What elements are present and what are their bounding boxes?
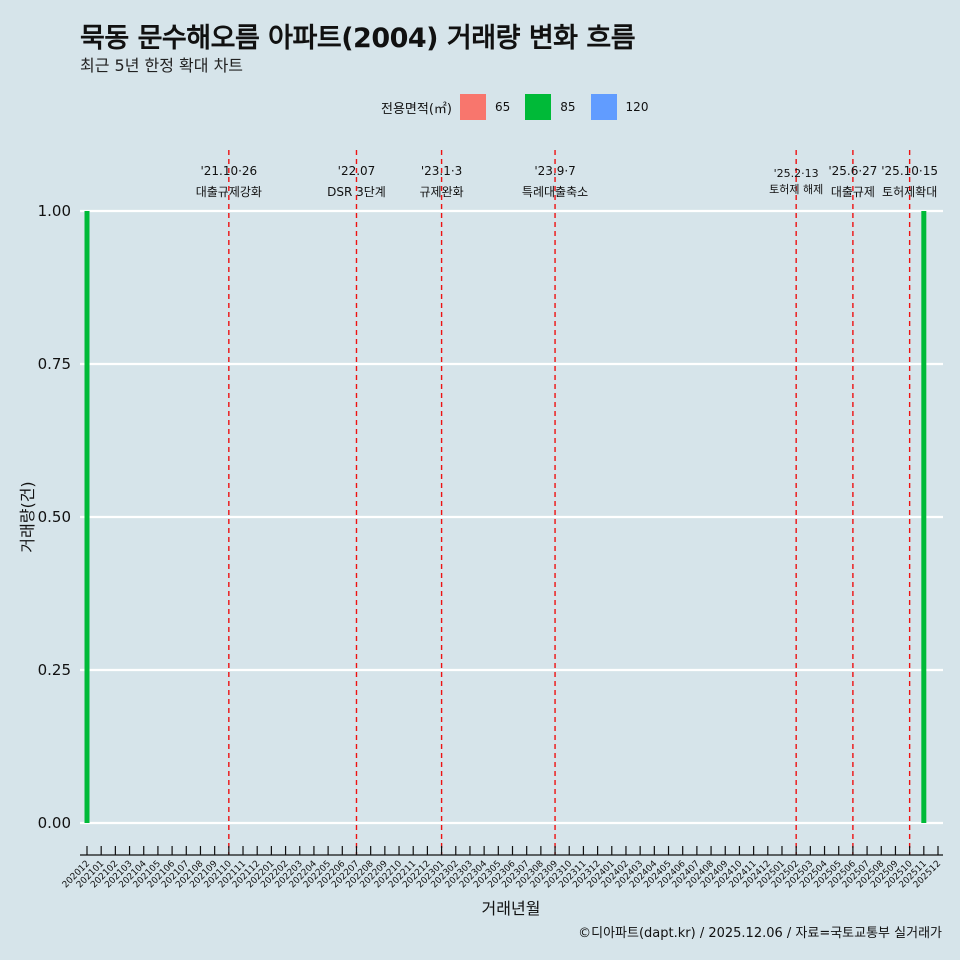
policy-date: '25.6·27 <box>828 164 877 178</box>
legend-key-85 <box>525 94 552 120</box>
policy-date: '23.9·7 <box>534 164 575 178</box>
legend-key-65 <box>459 94 486 120</box>
y-tick-label: 0.50 <box>38 508 71 526</box>
policy-date: '21.10·26 <box>200 164 257 178</box>
legend-label-85: 85 <box>560 100 576 114</box>
policy-label: 대출규제 <box>831 185 875 199</box>
legend-label-65: 65 <box>494 100 511 114</box>
bar-85 <box>921 211 927 823</box>
legend-title: 전용면적(㎡) <box>381 101 452 117</box>
policy-label: 토허제확대 <box>882 185 937 199</box>
bar-85 <box>84 211 90 823</box>
y-tick-label: 0.00 <box>38 814 71 832</box>
policy-date: '25.2·13 <box>774 167 819 180</box>
legend-key-120 <box>590 94 617 120</box>
policy-date: '23.1·3 <box>421 164 462 178</box>
policy-label: 규제완화 <box>419 185 463 199</box>
policy-date: '25.10·15 <box>881 164 938 178</box>
policy-label: DSR 3단계 <box>327 185 386 199</box>
y-tick-label: 0.75 <box>38 355 71 373</box>
legend: 전용면적(㎡) 65 85 120 <box>381 93 663 121</box>
policy-label: 특례대출축소 <box>522 185 588 199</box>
chart-title: 묵동 문수해오름 아파트(2004) 거래량 변화 흐름 <box>80 23 636 54</box>
chart-subtitle: 최근 5년 한정 확대 차트 <box>80 56 244 75</box>
legend-label-120: 120 <box>625 100 649 114</box>
y-axis-title: 거래량(건) <box>18 481 37 552</box>
x-axis-title: 거래년월 <box>482 899 541 918</box>
y-tick-label: 0.25 <box>38 661 71 679</box>
policy-label: 토허제 해제 <box>769 182 823 196</box>
policy-label: 대출규제강화 <box>196 185 262 199</box>
y-tick-label: 1.00 <box>38 202 71 220</box>
footer-credit: ©디아파트(dapt.kr) / 2025.12.06 / 자료=국토교통부 실… <box>578 926 942 941</box>
policy-date: '22.07 <box>338 164 376 178</box>
